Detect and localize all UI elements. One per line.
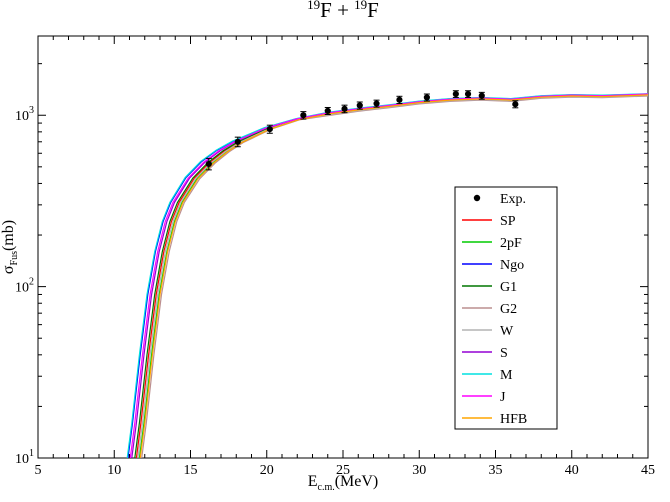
- exp-data-point: [464, 90, 472, 98]
- x-tick-label: 10: [107, 463, 121, 478]
- y-tick-label: 102: [15, 277, 34, 296]
- curve-2pF: [138, 94, 648, 458]
- y-axis-ticks: 101 102 103: [15, 63, 648, 467]
- model-curves: [126, 93, 648, 458]
- exp-data-point: [373, 100, 380, 107]
- curve-W: [137, 94, 648, 458]
- legend-label-J: J: [500, 390, 506, 405]
- exp-data-point: [266, 126, 273, 133]
- legend-label-HFB: HFB: [500, 412, 527, 427]
- title-text: F: [367, 0, 379, 22]
- x-tick-label: 25: [336, 463, 350, 478]
- x-tick-label: 5: [35, 463, 42, 478]
- experimental-points: [205, 90, 519, 171]
- x-tick-label: 30: [412, 463, 426, 478]
- exp-data-point: [478, 92, 485, 99]
- exp-data-point: [396, 96, 403, 103]
- curve-SP: [135, 94, 648, 458]
- x-tick-label: 20: [260, 463, 274, 478]
- x-tick-label: 40: [565, 463, 579, 478]
- legend-label-M: M: [500, 368, 513, 383]
- legend-label-G1: G1: [500, 280, 517, 295]
- y-tick-label: 101: [15, 448, 34, 467]
- title-text: F +: [320, 0, 355, 22]
- exp-data-point: [324, 107, 331, 115]
- legend-exp-marker: [473, 194, 481, 202]
- x-axis-ticks: 5 10 15 20 25 30 35 40 45: [35, 36, 655, 478]
- legend-label-G2: G2: [500, 302, 517, 317]
- exp-data-point: [234, 138, 241, 145]
- x-tick-label: 45: [641, 463, 655, 478]
- legend-label-2pF: 2pF: [500, 236, 522, 251]
- exp-data-point: [205, 160, 212, 168]
- x-tick-label: 15: [184, 463, 198, 478]
- exp-data-point: [356, 102, 363, 109]
- chart-title: 19F + 19F: [38, 0, 648, 23]
- curve-Ngo: [127, 93, 648, 458]
- exp-data-point: [452, 90, 459, 98]
- legend-label-W: W: [500, 324, 514, 339]
- y-tick-label: 103: [15, 105, 34, 124]
- exp-data-point: [341, 105, 348, 112]
- legend-label-Ngo: Ngo: [500, 258, 524, 273]
- exp-data-point: [512, 101, 519, 108]
- exp-data-point: [300, 112, 307, 119]
- curve-J: [129, 93, 648, 458]
- x-axis-label: Ec.m.(MeV): [307, 473, 379, 494]
- legend-label-Exp.: Exp.: [500, 192, 526, 207]
- curve-S: [131, 93, 648, 458]
- legend-label-SP: SP: [500, 214, 516, 229]
- exp-data-point: [423, 94, 430, 101]
- y-axis-label: σFus(mb): [0, 219, 21, 275]
- curve-M: [126, 93, 648, 458]
- legend-label-S: S: [500, 346, 508, 361]
- title-superscript: 19: [354, 0, 368, 12]
- curve-HFB: [139, 94, 648, 458]
- curve-G1: [134, 93, 648, 458]
- title-superscript: 19: [307, 0, 321, 12]
- x-tick-label: 35: [489, 463, 503, 478]
